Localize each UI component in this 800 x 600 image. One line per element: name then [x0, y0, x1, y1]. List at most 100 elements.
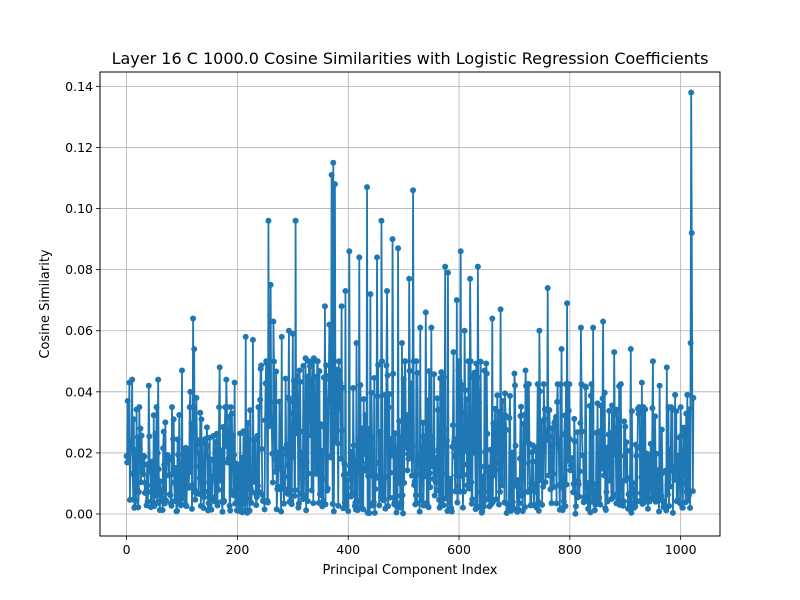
data-point — [371, 374, 378, 381]
data-point — [610, 491, 617, 498]
data-point — [294, 414, 301, 421]
data-point — [597, 402, 604, 409]
data-point — [497, 306, 504, 313]
data-point — [273, 506, 280, 513]
data-point — [341, 460, 348, 467]
data-point — [175, 451, 182, 458]
data-point — [251, 465, 258, 472]
data-point — [338, 455, 345, 462]
data-point — [282, 375, 289, 382]
data-point — [160, 445, 167, 452]
data-point — [478, 463, 485, 470]
data-point — [257, 396, 264, 403]
data-point — [136, 445, 143, 452]
data-point — [639, 432, 646, 439]
data-point — [178, 461, 185, 468]
data-point — [270, 318, 277, 325]
data-point — [658, 493, 665, 500]
data-point — [608, 402, 615, 409]
data-point — [343, 502, 350, 509]
data-point — [351, 458, 358, 465]
data-point — [170, 416, 177, 423]
data-point — [138, 432, 145, 439]
data-point — [339, 384, 346, 391]
data-point — [516, 500, 523, 507]
data-point — [407, 419, 414, 426]
data-point — [514, 477, 521, 484]
data-point — [228, 410, 235, 417]
data-point — [145, 382, 152, 389]
data-point — [429, 448, 436, 455]
y-tick-label: 0.06 — [65, 323, 93, 338]
data-point — [575, 481, 582, 488]
data-point — [515, 485, 522, 492]
data-point — [421, 433, 428, 440]
data-point — [690, 394, 697, 401]
data-point — [600, 464, 607, 471]
data-point — [292, 217, 299, 224]
data-point — [499, 482, 506, 489]
data-point — [171, 479, 178, 486]
data-point — [295, 500, 302, 507]
data-point — [685, 492, 692, 499]
data-point — [684, 497, 691, 504]
data-point — [361, 451, 368, 458]
data-point — [320, 374, 327, 381]
data-point — [296, 367, 303, 374]
data-point — [221, 432, 228, 439]
data-point — [455, 367, 462, 374]
data-point — [214, 502, 221, 509]
data-point — [319, 476, 326, 483]
data-point — [493, 460, 500, 467]
data-point — [518, 403, 525, 410]
data-point — [146, 433, 153, 440]
data-point — [331, 181, 338, 188]
data-point — [687, 504, 694, 511]
data-point — [379, 358, 386, 365]
data-point — [613, 406, 620, 413]
data-point — [602, 507, 609, 514]
data-point — [434, 395, 441, 402]
data-point — [417, 492, 424, 499]
data-point — [553, 500, 560, 507]
data-point — [479, 473, 486, 480]
data-point — [685, 412, 692, 419]
data-point — [459, 409, 466, 416]
data-point — [276, 398, 283, 405]
data-point — [577, 324, 584, 331]
data-point — [521, 504, 528, 511]
data-point — [482, 448, 489, 455]
data-point — [308, 487, 315, 494]
data-point — [190, 404, 197, 411]
data-point — [390, 494, 397, 501]
data-point — [485, 488, 492, 495]
data-point — [511, 370, 518, 377]
data-point — [638, 379, 645, 386]
data-point — [406, 275, 413, 282]
data-point — [265, 217, 272, 224]
data-point — [211, 457, 218, 464]
data-point — [237, 473, 244, 480]
data-point — [408, 380, 415, 387]
data-point — [628, 408, 635, 415]
data-point — [124, 459, 131, 466]
data-point — [475, 375, 482, 382]
data-point — [200, 469, 207, 476]
data-point — [422, 309, 429, 316]
data-point — [471, 369, 478, 376]
data-point — [652, 413, 659, 420]
data-point — [203, 453, 210, 460]
data-point — [336, 405, 343, 412]
data-point — [384, 288, 391, 295]
data-point — [195, 450, 202, 457]
data-point — [298, 449, 305, 456]
data-point — [273, 368, 280, 375]
data-point — [323, 410, 330, 417]
data-point — [202, 488, 209, 495]
data-point — [353, 339, 360, 346]
data-point — [416, 471, 423, 478]
data-point — [310, 500, 317, 507]
data-point — [634, 444, 641, 451]
data-point — [330, 159, 337, 166]
data-point — [264, 499, 271, 506]
